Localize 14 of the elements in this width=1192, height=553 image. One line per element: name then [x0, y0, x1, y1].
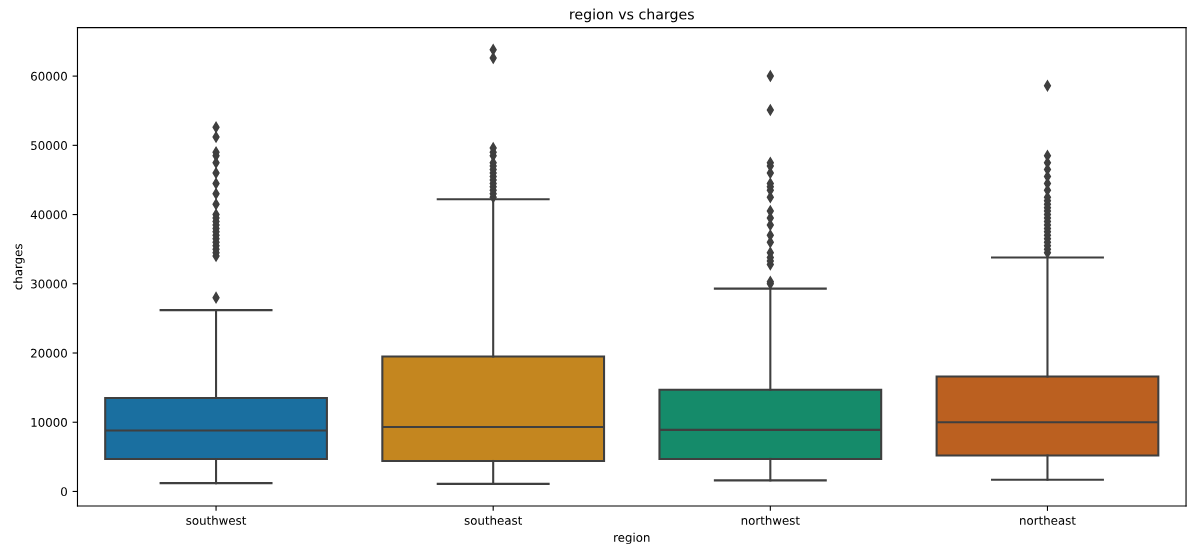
- y-tick-label: 40000: [30, 210, 67, 220]
- y-tick-label: 20000: [31, 348, 67, 358]
- x-tick-label: southeast: [464, 515, 523, 525]
- x-axis-title: region: [614, 532, 650, 545]
- x-tick-label: southwest: [186, 515, 247, 525]
- chart-title: region vs charges: [570, 8, 694, 23]
- y-tick-label: 10000: [31, 417, 67, 427]
- y-tick-label: 30000: [31, 279, 67, 289]
- y-tick-label: 60000: [31, 71, 67, 81]
- x-tick-label: northeast: [1020, 515, 1076, 525]
- y-axis-title: charges: [13, 244, 25, 290]
- y-tick-label: 50000: [31, 141, 67, 150]
- y-tick-label: 0: [61, 487, 67, 497]
- x-tick-label: northwest: [741, 515, 800, 525]
